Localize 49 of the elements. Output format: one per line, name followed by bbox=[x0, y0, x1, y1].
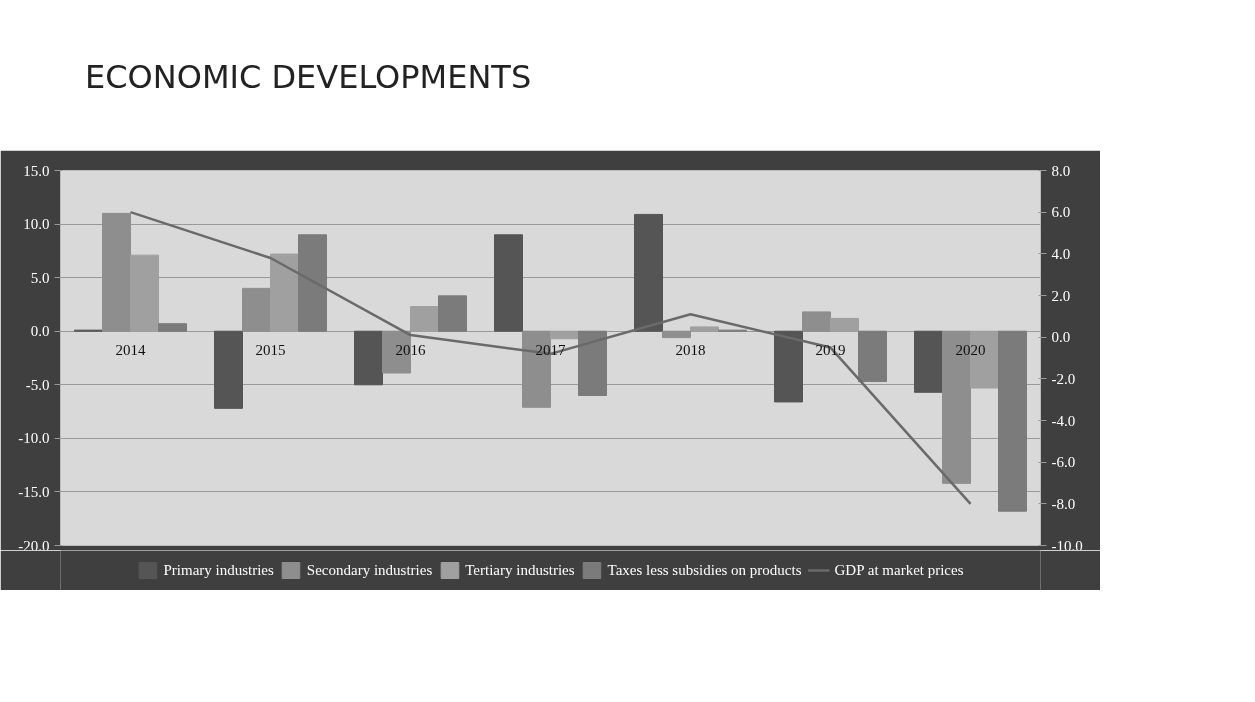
y-tick-label: -5.0 bbox=[25, 376, 50, 393]
x-tick-label: 2018 bbox=[675, 342, 706, 359]
y-tick-label: -20.0 bbox=[18, 537, 50, 554]
y-tick-label: -10.0 bbox=[18, 430, 50, 447]
bar bbox=[690, 326, 719, 332]
x-tick-label: 2014 bbox=[115, 342, 146, 359]
y-tick-label: 10.0 bbox=[23, 216, 50, 233]
legend-label: Taxes less subsidies on products bbox=[607, 561, 802, 579]
y2-tick-label: -10.0 bbox=[1051, 537, 1083, 554]
y2-tick-label: 4.0 bbox=[1051, 245, 1071, 262]
y2-tick-label: -4.0 bbox=[1051, 412, 1076, 429]
bar bbox=[998, 330, 1027, 512]
bar bbox=[830, 317, 859, 332]
chart-title: ECONOMIC DEVELOPMENTS bbox=[85, 57, 532, 98]
y2-tick-label: 6.0 bbox=[1051, 204, 1071, 221]
bar bbox=[662, 330, 691, 339]
bar bbox=[158, 323, 187, 332]
legend-label: Tertiary industries bbox=[465, 561, 575, 579]
bar bbox=[914, 330, 943, 393]
bar bbox=[494, 234, 523, 332]
y-tick-label: 5.0 bbox=[30, 269, 50, 286]
bar bbox=[410, 306, 439, 332]
y-tick-label: 15.0 bbox=[23, 162, 50, 179]
x-tick-label: 2020 bbox=[955, 342, 986, 359]
x-tick-label: 2015 bbox=[255, 342, 286, 359]
y2-tick-label: -8.0 bbox=[1051, 495, 1076, 512]
y-tick-label: 0.0 bbox=[30, 323, 50, 340]
y2-tick-label: 8.0 bbox=[1051, 162, 1071, 179]
bar bbox=[802, 311, 831, 332]
y2-tick-label: 0.0 bbox=[1051, 329, 1071, 346]
bar bbox=[242, 287, 271, 332]
bar bbox=[130, 254, 159, 332]
y2-tick-label: -2.0 bbox=[1051, 370, 1076, 387]
bar bbox=[858, 330, 887, 383]
bar bbox=[634, 213, 663, 332]
bar bbox=[438, 295, 467, 332]
legend-label: GDP at market prices bbox=[834, 561, 964, 579]
y2-tick-label: -6.0 bbox=[1051, 454, 1076, 471]
legend-label: Secondary industries bbox=[306, 561, 433, 579]
bar bbox=[214, 330, 243, 409]
bar bbox=[298, 234, 327, 332]
bar bbox=[270, 253, 299, 332]
bar bbox=[774, 330, 803, 403]
y2-tick-label: 2.0 bbox=[1051, 287, 1071, 304]
bar bbox=[354, 330, 383, 386]
bar bbox=[578, 330, 607, 396]
legend-label: Primary industries bbox=[163, 561, 274, 579]
y-tick-label: -15.0 bbox=[18, 483, 50, 500]
bar bbox=[550, 330, 579, 340]
